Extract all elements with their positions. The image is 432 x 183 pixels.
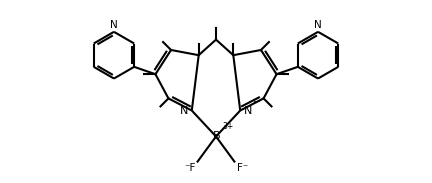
Text: −: − — [252, 96, 260, 105]
Text: F⁻: F⁻ — [237, 163, 248, 173]
Text: N: N — [314, 20, 322, 30]
Text: B: B — [213, 131, 221, 141]
Text: ⁻F: ⁻F — [184, 163, 195, 173]
Text: N: N — [110, 20, 118, 30]
Text: 3+: 3+ — [222, 122, 233, 131]
Text: N: N — [244, 106, 252, 115]
Text: N: N — [180, 106, 188, 115]
